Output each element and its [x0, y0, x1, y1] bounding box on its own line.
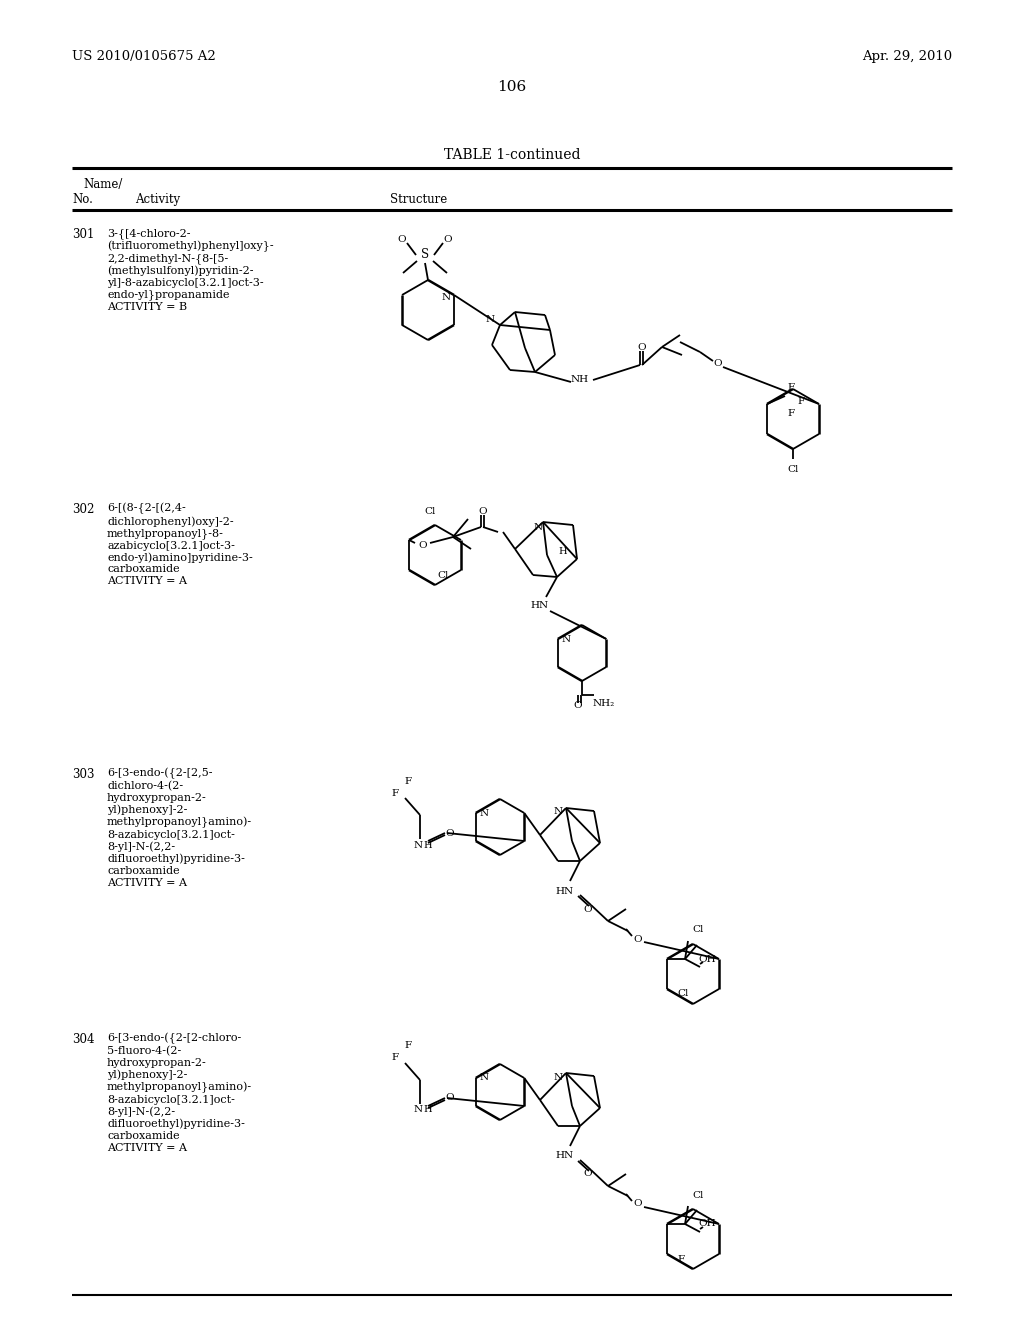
Text: F: F — [391, 1053, 398, 1063]
Text: 304: 304 — [72, 1034, 94, 1045]
Text: O: O — [584, 1170, 592, 1179]
Text: Cl: Cl — [437, 570, 449, 579]
Text: F: F — [798, 397, 805, 407]
Text: N: N — [441, 293, 451, 301]
Text: 3-{[4-chloro-2-
(trifluoromethyl)phenyl]oxy}-
2,2-dimethyl-N-{8-[5-
(methylsulfo: 3-{[4-chloro-2- (trifluoromethyl)phenyl]… — [106, 228, 273, 312]
Text: H: H — [424, 841, 432, 850]
Text: US 2010/0105675 A2: US 2010/0105675 A2 — [72, 50, 216, 63]
Text: Activity: Activity — [135, 193, 180, 206]
Text: O: O — [634, 1200, 642, 1209]
Text: HN: HN — [531, 601, 549, 610]
Text: No.: No. — [72, 193, 93, 206]
Text: OH: OH — [698, 1220, 716, 1229]
Text: F: F — [787, 409, 795, 418]
Text: 6-[3-endo-({2-[2,5-
dichloro-4-(2-
hydroxypropan-2-
yl)phenoxy]-2-
methylpropano: 6-[3-endo-({2-[2,5- dichloro-4-(2- hydro… — [106, 768, 252, 887]
Text: 106: 106 — [498, 81, 526, 94]
Text: Cl: Cl — [692, 925, 703, 935]
Text: O: O — [478, 507, 487, 516]
Text: O: O — [573, 701, 583, 710]
Text: N: N — [553, 1072, 562, 1081]
Text: N: N — [479, 1073, 488, 1082]
Text: N: N — [479, 808, 488, 817]
Text: F: F — [391, 788, 398, 797]
Text: F: F — [404, 1041, 412, 1051]
Text: Cl: Cl — [787, 465, 799, 474]
Text: 303: 303 — [72, 768, 94, 781]
Text: OH: OH — [698, 954, 716, 964]
Text: 301: 301 — [72, 228, 94, 242]
Text: NH: NH — [571, 375, 589, 384]
Text: N: N — [414, 1106, 423, 1114]
Text: O: O — [419, 540, 427, 549]
Text: HN: HN — [556, 887, 574, 895]
Text: H: H — [559, 548, 567, 557]
Text: O: O — [445, 1093, 455, 1102]
Text: Cl: Cl — [677, 990, 689, 998]
Text: O: O — [634, 935, 642, 944]
Text: O: O — [443, 235, 453, 243]
Text: Apr. 29, 2010: Apr. 29, 2010 — [862, 50, 952, 63]
Text: TABLE 1-continued: TABLE 1-continued — [443, 148, 581, 162]
Text: 6-[3-endo-({2-[2-chloro-
5-fluoro-4-(2-
hydroxypropan-2-
yl)phenoxy]-2-
methylpr: 6-[3-endo-({2-[2-chloro- 5-fluoro-4-(2- … — [106, 1034, 252, 1152]
Text: F: F — [787, 384, 795, 392]
Text: N: N — [553, 808, 562, 817]
Text: N: N — [534, 523, 543, 532]
Text: Cl: Cl — [424, 507, 435, 516]
Text: O: O — [714, 359, 722, 368]
Text: F: F — [404, 776, 412, 785]
Text: Cl: Cl — [692, 1191, 703, 1200]
Text: 6-[(8-{2-[(2,4-
dichlorophenyl)oxy]-2-
methylpropanoyl}-8-
azabicyclo[3.2.1]oct-: 6-[(8-{2-[(2,4- dichlorophenyl)oxy]-2- m… — [106, 503, 253, 586]
Text: N: N — [485, 315, 495, 325]
Text: O: O — [397, 235, 407, 243]
Text: S: S — [421, 248, 429, 261]
Text: O: O — [638, 342, 646, 351]
Text: N: N — [414, 841, 423, 850]
Text: O: O — [445, 829, 455, 837]
Text: Name/: Name/ — [83, 178, 123, 191]
Text: HN: HN — [556, 1151, 574, 1160]
Text: H: H — [424, 1106, 432, 1114]
Text: O: O — [584, 904, 592, 913]
Text: 302: 302 — [72, 503, 94, 516]
Text: N: N — [561, 635, 570, 644]
Text: Structure: Structure — [390, 193, 447, 206]
Text: NH₂: NH₂ — [593, 698, 615, 708]
Text: F: F — [678, 1254, 685, 1263]
